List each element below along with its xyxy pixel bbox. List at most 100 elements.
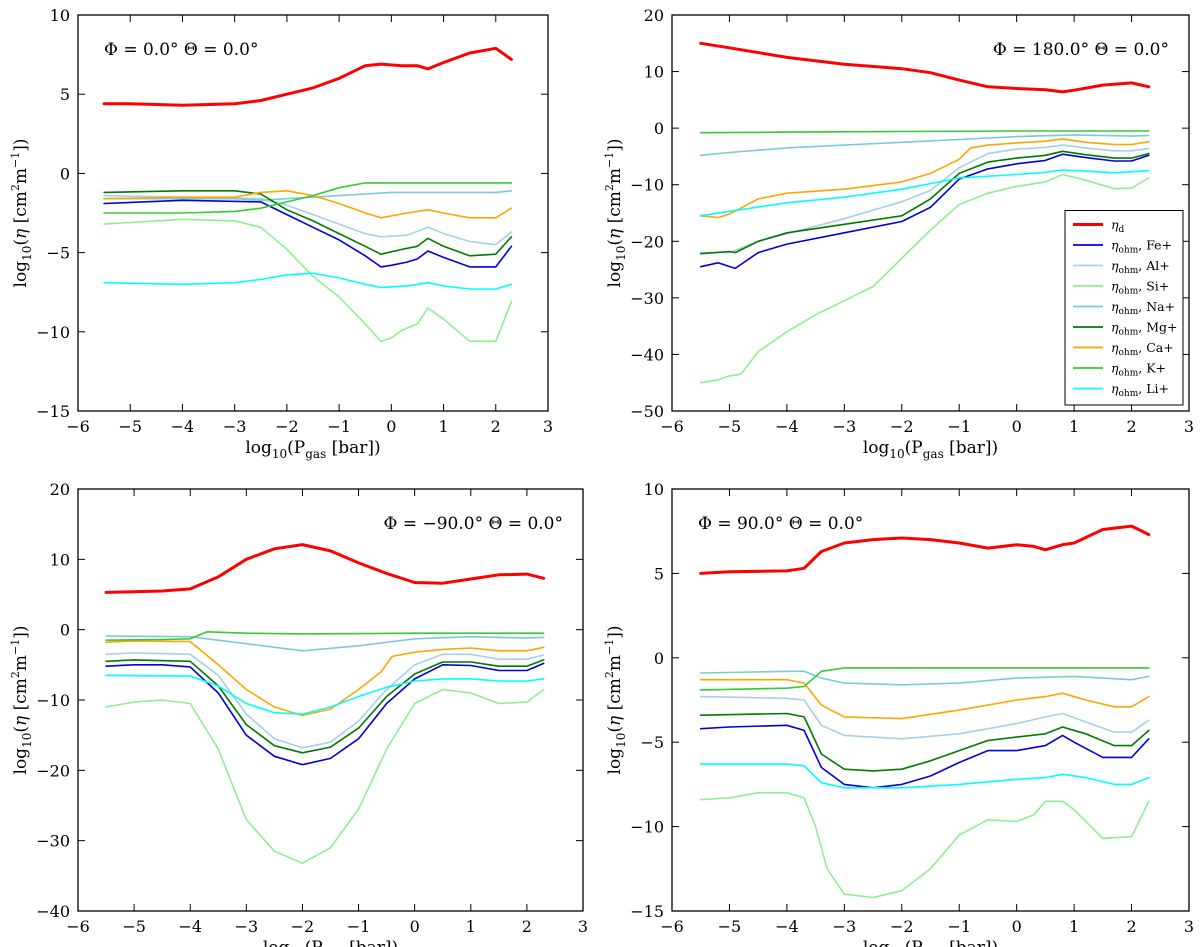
y-tick-label: −30 xyxy=(36,832,70,851)
series-line-Naplus xyxy=(105,635,545,652)
series-group xyxy=(102,46,513,343)
y-tick-label: −5 xyxy=(640,733,664,752)
legend-label-Mgplus: ηohm, Mg+ xyxy=(1111,320,1177,338)
x-tick-label: 2 xyxy=(1126,417,1136,436)
series-line-Kplus xyxy=(105,631,545,641)
series-line-d xyxy=(699,524,1151,575)
y-tick-label: −15 xyxy=(36,402,70,421)
y-axis-label: log10(η [cm2m−1]) xyxy=(9,139,34,288)
x-tick-label: 1 xyxy=(438,417,448,436)
x-tick-label: −3 xyxy=(833,417,857,436)
x-tick-label: −2 xyxy=(291,917,315,936)
x-tick-label: −5 xyxy=(122,917,146,936)
y-tick-label: 0 xyxy=(654,649,664,668)
legend-label-Alplus: ηohm, Al+ xyxy=(1111,258,1170,276)
series-line-Mgplus xyxy=(699,712,1150,772)
x-tick-label: 2 xyxy=(522,917,532,936)
x-tick-label: −3 xyxy=(833,917,857,936)
y-tick-label: 20 xyxy=(50,480,70,499)
series-line-Feplus xyxy=(105,662,545,766)
x-tick-label: −2 xyxy=(890,417,914,436)
y-axis-label: log10(η [cm2m−1]) xyxy=(603,139,628,288)
series-line-Siplus xyxy=(699,792,1150,899)
x-tick-label: −1 xyxy=(347,917,371,936)
y-tick-label: −20 xyxy=(630,232,664,251)
x-tick-label: −1 xyxy=(327,417,351,436)
y-tick-label: −10 xyxy=(630,176,664,195)
x-axis-label: log10(Pgas [bar]) xyxy=(863,438,998,461)
axes-frame xyxy=(671,14,1190,412)
y-tick-label: −20 xyxy=(36,761,70,780)
series-group xyxy=(699,524,1151,899)
y-tick-label: −50 xyxy=(630,402,664,421)
x-tick-label: −2 xyxy=(275,417,299,436)
series-group xyxy=(104,543,546,864)
x-tick-label: −6 xyxy=(66,917,90,936)
x-tick-label: −1 xyxy=(947,917,971,936)
legend-box xyxy=(1064,210,1184,406)
x-tick-label: −6 xyxy=(66,417,90,436)
x-axis-label: log10(Pgas [bar]) xyxy=(245,438,380,461)
y-tick-label: −5 xyxy=(46,244,70,263)
series-line-Caplus xyxy=(699,678,1150,720)
legend-label-Naplus: ηohm, Na+ xyxy=(1111,299,1175,317)
series-line-Kplus xyxy=(699,130,1150,134)
x-tick-label: 2 xyxy=(491,417,501,436)
legend-label-Caplus: ηohm, Ca+ xyxy=(1111,340,1174,358)
x-tick-label: −4 xyxy=(775,917,799,936)
x-tick-label: 3 xyxy=(578,917,588,936)
series-line-d xyxy=(699,41,1151,94)
panel-annotation: Φ = 180.0° Θ = 0.0° xyxy=(993,40,1169,60)
x-tick-label: −4 xyxy=(171,417,195,436)
x-tick-label: −2 xyxy=(890,917,914,936)
y-axis-label: log10(η [cm2m−1]) xyxy=(9,626,34,775)
y-tick-label: 10 xyxy=(50,550,70,569)
y-tick-label: −40 xyxy=(630,345,664,364)
y-tick-label: 0 xyxy=(60,164,70,183)
legend-label-Kplus: ηohm, K+ xyxy=(1111,361,1166,379)
legend-label-Siplus: ηohm, Si+ xyxy=(1111,279,1169,297)
x-axis-label: log10(Pgas [bar]) xyxy=(263,938,398,947)
panel-annotation: Φ = −90.0° Θ = 0.0° xyxy=(383,514,563,534)
y-tick-label: 0 xyxy=(60,621,70,640)
y-tick-label: −40 xyxy=(36,902,70,921)
y-tick-label: −15 xyxy=(630,902,664,921)
legend-label-d: ηd xyxy=(1111,217,1125,235)
x-tick-label: −5 xyxy=(718,917,742,936)
series-line-Feplus xyxy=(699,724,1150,789)
x-tick-label: −4 xyxy=(775,417,799,436)
axes-frame xyxy=(77,14,549,412)
x-tick-label: −1 xyxy=(947,417,971,436)
series-line-Caplus xyxy=(105,640,545,717)
panel-annotation: Φ = 90.0° Θ = 0.0° xyxy=(698,514,863,534)
x-tick-label: −4 xyxy=(178,917,202,936)
series-line-d xyxy=(104,543,546,594)
series-line-Liplus xyxy=(105,674,545,715)
x-tick-label: 1 xyxy=(1069,917,1079,936)
x-tick-label: 2 xyxy=(1126,917,1136,936)
series-line-Naplus xyxy=(103,190,513,202)
series-line-Mgplus xyxy=(103,190,513,257)
series-line-Caplus xyxy=(699,138,1150,219)
y-tick-label: 5 xyxy=(60,85,70,104)
y-tick-label: −10 xyxy=(36,691,70,710)
x-tick-label: 3 xyxy=(1184,417,1194,436)
series-line-Alplus xyxy=(105,652,545,749)
chart-panel-3: −6−5−4−3−2−10123−40−30−20−1001020log10(P… xyxy=(9,480,588,947)
x-tick-label: 3 xyxy=(1184,917,1194,936)
series-line-Liplus xyxy=(103,272,513,290)
series-line-Kplus xyxy=(103,182,513,214)
series-line-Feplus xyxy=(699,153,1150,270)
x-axis-label: log10(Pgas [bar]) xyxy=(863,938,998,947)
series-line-Siplus xyxy=(103,218,513,343)
x-tick-label: −5 xyxy=(718,417,742,436)
series-line-Naplus xyxy=(699,670,1150,686)
series-line-Liplus xyxy=(699,169,1150,217)
y-tick-label: 5 xyxy=(654,564,664,583)
chart-panel-2: −6 −5 −4 −3 −2 −1 0 1 2 3−50−40−30−20−1001020log1… xyxy=(603,6,1194,461)
series-line-Alplus xyxy=(699,695,1150,740)
x-tick-label: 0 xyxy=(386,417,396,436)
series-line-Naplus xyxy=(699,134,1150,157)
